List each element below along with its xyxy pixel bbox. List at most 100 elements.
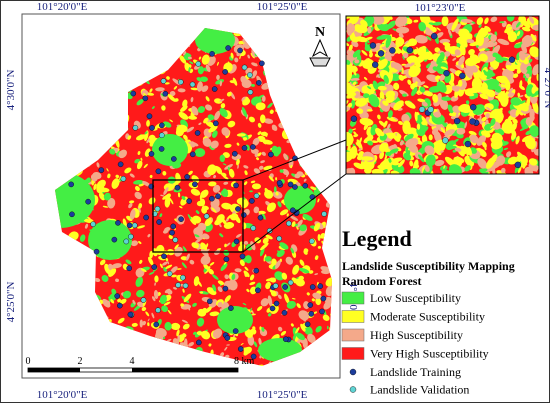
susceptibility-patch: [355, 97, 368, 107]
susceptibility-patch: [410, 83, 415, 90]
susceptibility-patch: [221, 127, 230, 137]
susceptibility-patch: [182, 333, 187, 338]
north-arrow: N: [309, 25, 331, 67]
susceptibility-patch: [499, 21, 505, 24]
graticule-label: 101°25'0"E: [257, 389, 308, 401]
susceptibility-patch: [253, 206, 260, 214]
landslide-point: [155, 168, 162, 175]
susceptibility-patch: [404, 40, 409, 45]
susceptibility-patch: [493, 84, 502, 93]
susceptibility-patch: [249, 190, 253, 193]
susceptibility-patch: [399, 140, 404, 146]
landslide-point: [431, 32, 438, 40]
landslide-point: [115, 220, 121, 226]
susceptibility-patch: [161, 305, 169, 313]
susceptibility-patch: [194, 238, 201, 244]
landslide-point: [209, 195, 215, 202]
landslide-point: [166, 270, 173, 277]
susceptibility-patch: [346, 92, 357, 99]
susceptibility-patch: [271, 258, 277, 267]
low-zone: [152, 134, 188, 166]
susceptibility-patch: [515, 21, 521, 28]
susceptibility-patch: [314, 255, 319, 260]
susceptibility-patch: [271, 124, 278, 131]
susceptibility-patch: [182, 99, 188, 108]
landslide-point: [160, 78, 167, 84]
susceptibility-patch: [317, 198, 320, 203]
low-zone: [88, 220, 132, 260]
susceptibility-patch: [249, 281, 256, 286]
graticule-label: 4°25'0"N: [5, 282, 17, 323]
susceptibility-patch: [217, 286, 223, 293]
susceptibility-patch: [190, 96, 194, 103]
legend-method: Random Forest: [342, 274, 421, 288]
susceptibility-patch: [226, 242, 231, 247]
landslide-point: [442, 137, 449, 144]
susceptibility-patch: [518, 50, 526, 61]
susceptibility-patch: [435, 75, 441, 79]
scale-label: 2: [78, 356, 83, 367]
susceptibility-patch: [481, 116, 487, 122]
susceptibility-patch: [283, 153, 289, 161]
susceptibility-patch: [436, 81, 447, 93]
landslide-point: [308, 311, 315, 317]
susceptibility-patch: [419, 86, 426, 93]
susceptibility-patch: [179, 205, 183, 209]
landslide-point: [281, 309, 288, 316]
susceptibility-patch: [440, 66, 448, 70]
susceptibility-patch: [134, 185, 140, 192]
susceptibility-patch: [425, 154, 436, 167]
susceptibility-patch: [476, 17, 484, 25]
landslide-point: [464, 140, 472, 148]
susceptibility-patch: [296, 219, 303, 228]
susceptibility-patch: [240, 343, 244, 346]
landslide-point: [266, 227, 273, 234]
landslide-point: [195, 61, 202, 67]
landslide-point: [259, 60, 265, 67]
susceptibility-patch: [223, 261, 227, 265]
susceptibility-patch: [483, 69, 487, 74]
susceptibility-patch: [196, 77, 203, 82]
susceptibility-patch: [497, 38, 510, 46]
landslide-point: [189, 151, 196, 158]
susceptibility-patch: [478, 53, 488, 62]
susceptibility-patch: [215, 79, 225, 85]
inset-graticule-label: 101°23'0"E: [415, 2, 466, 14]
susceptibility-patch: [145, 311, 150, 317]
susceptibility-patch: [468, 130, 477, 136]
susceptibility-patch: [228, 168, 235, 178]
susceptibility-patch: [210, 140, 219, 149]
susceptibility-patch: [350, 77, 360, 82]
susceptibility-patch: [435, 147, 441, 154]
susceptibility-patch: [169, 119, 173, 123]
susceptibility-patch: [504, 79, 511, 91]
susceptibility-patch: [507, 92, 515, 97]
susceptibility-patch: [447, 104, 454, 114]
susceptibility-patch: [200, 255, 211, 265]
susceptibility-patch: [536, 73, 539, 82]
susceptibility-patch: [348, 128, 353, 134]
susceptibility-patch: [219, 108, 228, 118]
susceptibility-patch: [196, 200, 204, 207]
susceptibility-patch: [353, 91, 361, 99]
susceptibility-patch: [236, 133, 246, 137]
susceptibility-patch: [166, 338, 172, 342]
susceptibility-patch: [346, 82, 350, 89]
susceptibility-patch: [531, 85, 537, 94]
susceptibility-patch: [196, 331, 204, 336]
landslide-point: [175, 282, 181, 288]
susceptibility-patch: [367, 86, 372, 90]
susceptibility-patch: [359, 117, 374, 126]
susceptibility-patch: [195, 210, 200, 215]
susceptibility-patch: [526, 54, 531, 59]
susceptibility-patch: [191, 175, 200, 184]
landslide-point: [159, 132, 165, 139]
susceptibility-patch: [253, 168, 261, 174]
susceptibility-patch: [173, 287, 177, 290]
susceptibility-patch: [425, 26, 431, 32]
susceptibility-patch: [169, 90, 176, 97]
graticule-label: 101°25'0"E: [257, 1, 308, 13]
susceptibility-patch: [269, 109, 274, 114]
susceptibility-patch: [151, 312, 155, 319]
